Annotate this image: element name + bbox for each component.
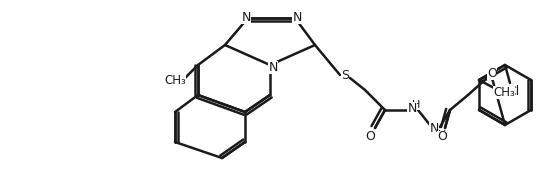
Text: N: N	[292, 11, 302, 23]
Text: Cl: Cl	[507, 85, 519, 97]
Text: O: O	[437, 130, 447, 144]
Text: CH₃: CH₃	[164, 73, 186, 87]
Text: N: N	[408, 102, 417, 115]
Text: O: O	[365, 130, 375, 142]
Text: N: N	[430, 122, 439, 134]
Text: H: H	[412, 100, 420, 110]
Text: N: N	[241, 11, 251, 23]
Text: O: O	[487, 66, 497, 80]
Text: CH₃: CH₃	[493, 85, 515, 98]
Text: H: H	[438, 130, 446, 140]
Text: S: S	[341, 68, 349, 82]
Text: N: N	[268, 60, 278, 73]
